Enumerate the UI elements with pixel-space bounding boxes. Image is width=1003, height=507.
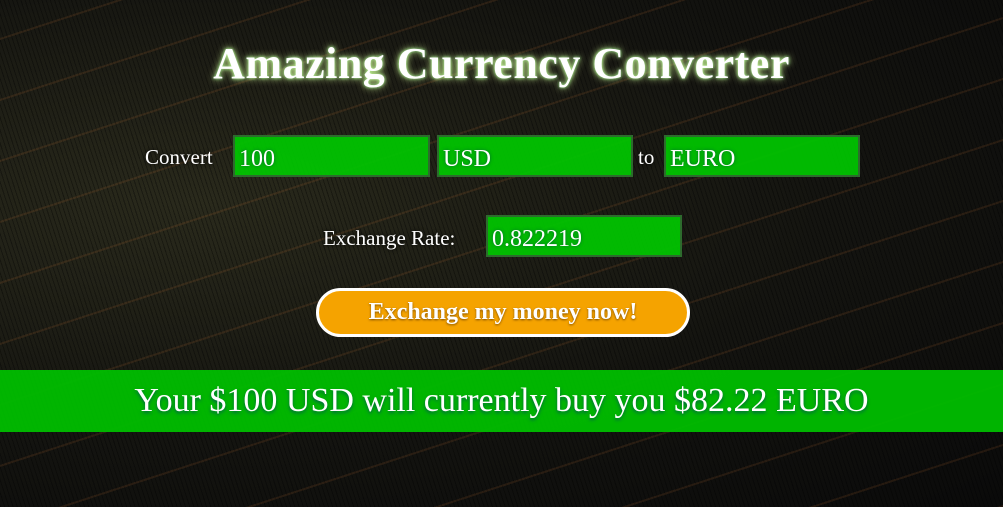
title: Amazing Currency Converter xyxy=(213,39,790,88)
rate-input[interactable]: 0.822219 xyxy=(486,215,682,257)
convert-label: Convert xyxy=(145,145,213,169)
to-currency-input[interactable]: EURO xyxy=(664,135,860,177)
from-currency-input[interactable]: USD xyxy=(437,135,633,177)
amount-input[interactable]: 100 xyxy=(233,135,430,177)
result-banner: Your $100 USD will currently buy you $82… xyxy=(0,370,1003,432)
to-label: to xyxy=(638,145,655,169)
exchange-button[interactable]: Exchange my money now! xyxy=(316,288,690,337)
rate-label: Exchange Rate: xyxy=(323,226,456,250)
